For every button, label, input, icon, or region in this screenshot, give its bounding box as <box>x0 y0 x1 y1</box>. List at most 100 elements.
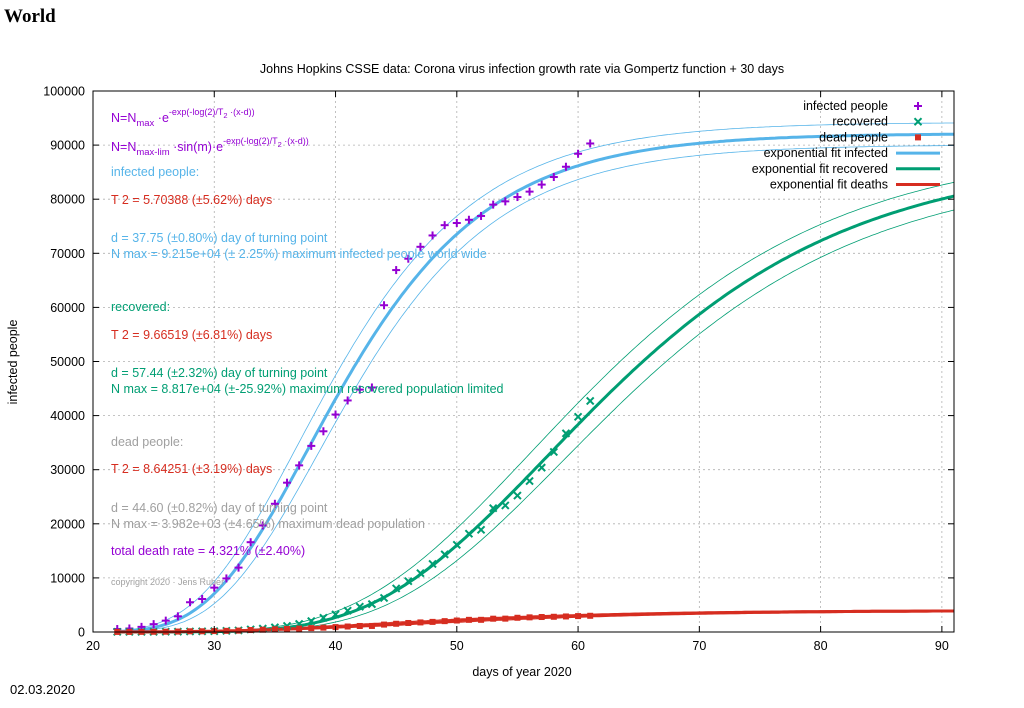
infected-people-point <box>489 200 498 209</box>
legend-symbol <box>914 102 922 110</box>
dead-people-point <box>502 615 509 622</box>
infected-people-point <box>246 538 255 547</box>
infected-header: infected people: <box>111 165 199 179</box>
y-tick-label: 90000 <box>50 139 85 153</box>
y-axis-label: infected people <box>6 320 20 405</box>
infected-people-point <box>549 173 558 182</box>
y-tick-label: 50000 <box>50 355 85 369</box>
svg-text:N=Nmax-lim ·sin(m)·e-exp(-log(: N=Nmax-lim ·sin(m)·e-exp(-log(2)/T2 ·(x-… <box>111 136 309 158</box>
x-tick-label: 80 <box>814 639 828 653</box>
recovered-point <box>440 550 449 559</box>
infected-people-point <box>343 396 352 405</box>
recovered-t2: T 2 = 9.66519 (±6.81%) days <box>111 328 272 342</box>
dead-people-point <box>550 613 557 620</box>
dead-people-point <box>271 626 278 633</box>
recovered-point <box>343 606 352 615</box>
infected-people-point <box>574 149 583 158</box>
dead-people-point <box>429 618 436 625</box>
dead-people-point <box>453 617 460 624</box>
infected-people-point <box>440 221 449 230</box>
infected-people-point <box>561 162 570 171</box>
svg-text:N=Nmax ·e-exp(-log(2)/T2 ·(x-d: N=Nmax ·e-exp(-log(2)/T2 ·(x-d)) <box>111 107 255 129</box>
recovered-point <box>573 412 583 421</box>
dead-people-point <box>526 614 533 621</box>
dead-nmax: N max = 3.982e+03 (±4.65%) maximum dead … <box>111 517 425 531</box>
dead-people-point <box>514 614 521 621</box>
dead-people-point <box>393 620 400 627</box>
recovered-point <box>367 599 377 609</box>
infected-people-point <box>319 427 328 436</box>
infected-t2: T 2 = 5.70388 (±5.62%) days <box>111 193 272 207</box>
infected-people-point <box>198 594 207 603</box>
infected-people-point <box>464 215 473 224</box>
y-tick-label: 10000 <box>50 571 85 585</box>
dead-people-point <box>187 628 194 635</box>
infected-people-point <box>149 620 158 629</box>
legend-symbol <box>915 134 921 141</box>
infected-people-point <box>222 574 231 583</box>
legend-symbol <box>913 117 923 126</box>
recovered-point <box>428 559 437 569</box>
x-tick-label: 60 <box>571 639 585 653</box>
dead-people-point <box>308 625 315 632</box>
infected-people-point <box>501 197 510 206</box>
infected-people-point <box>307 441 316 450</box>
dead-people-point <box>465 616 472 623</box>
exponential-fit-infected-upper-band <box>117 122 954 632</box>
x-tick-label: 70 <box>692 639 706 653</box>
infected-people-point <box>258 521 267 530</box>
y-tick-label: 40000 <box>50 409 85 423</box>
dead-people-point <box>538 614 545 621</box>
recovered-point <box>585 396 595 406</box>
dead-header: dead people: <box>111 435 183 449</box>
infected-people-point <box>380 301 389 310</box>
death-rate: total death rate = 4.321% (±2.40%) <box>111 544 305 558</box>
y-tick-label: 70000 <box>50 247 85 261</box>
recovered-point <box>319 613 328 623</box>
formula-2: N=Nmax-lim ·sin(m)·e-exp(-log(2)/T2 ·(x-… <box>111 136 309 158</box>
infected-people-point <box>173 612 182 621</box>
x-tick-label: 50 <box>450 639 464 653</box>
recovered-point <box>501 501 510 510</box>
dead-t2: T 2 = 8.64251 (±3.19%) days <box>111 462 272 476</box>
recovered-point <box>307 616 316 626</box>
infected-people-point <box>537 180 546 189</box>
dead-people-point <box>223 627 230 634</box>
recovered-point <box>476 525 486 535</box>
x-tick-label: 90 <box>935 639 949 653</box>
dead-people-point <box>235 627 242 634</box>
dead-people-point <box>417 619 424 626</box>
exponential-fit-infected-line <box>117 132 955 633</box>
dead-people-point <box>490 615 497 622</box>
exponential-fit-recovered-lower-band <box>117 209 955 633</box>
legend-label: dead people <box>819 130 888 144</box>
infected-people-point <box>513 193 522 202</box>
y-tick-label: 60000 <box>50 301 85 315</box>
infected-people-point <box>355 385 364 394</box>
recovered-point <box>537 463 546 472</box>
recovered-point <box>525 476 534 486</box>
infected-people-point <box>295 461 304 470</box>
infected-people-point <box>270 499 279 508</box>
legend-label: exponential fit deaths <box>770 178 888 192</box>
exponential-fit-recovered-line <box>117 194 955 634</box>
infected-people-point <box>210 583 219 592</box>
infected-people-point <box>186 598 195 607</box>
copyright: copyright 2020 · Jens Ruber <box>111 577 224 587</box>
infected-nmax: N max = 9.215e+04 (± 2.25%) maximum infe… <box>111 247 487 261</box>
recovered-point <box>355 602 364 611</box>
infected-people-point <box>586 139 595 148</box>
dead-people-point <box>344 623 351 630</box>
infected-people-point <box>477 211 486 220</box>
legend-label: infected people <box>803 99 888 113</box>
recovered-point <box>416 569 425 578</box>
y-tick-label: 80000 <box>50 193 85 207</box>
dead-people-point <box>296 625 303 632</box>
dead-people-point <box>441 618 448 625</box>
recovered-point <box>488 503 498 513</box>
dead-people-point <box>247 627 254 634</box>
dead-people-point <box>587 612 594 619</box>
dead-people-point <box>259 626 266 633</box>
